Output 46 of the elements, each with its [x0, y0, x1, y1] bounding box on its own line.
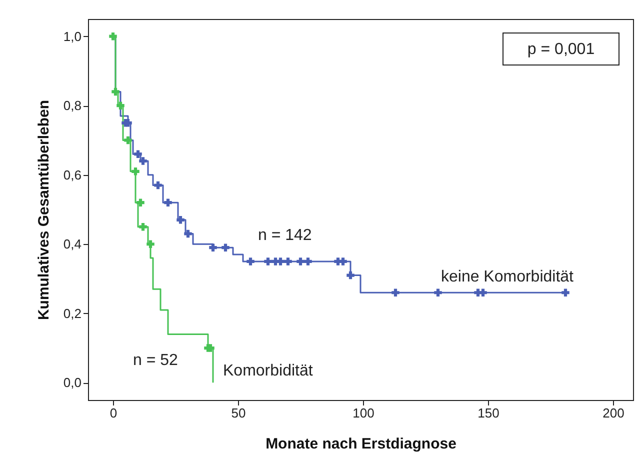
point — [246, 258, 254, 266]
point — [124, 136, 132, 144]
series-label: keine Komorbidität — [440, 268, 574, 286]
x-tick-label: 100 — [352, 406, 374, 420]
x-axis-title: Monate nach Erstdiagnose — [266, 436, 456, 452]
point — [176, 216, 184, 224]
point — [479, 288, 487, 296]
point — [139, 157, 147, 165]
point — [346, 271, 354, 280]
series-label: Komorbidität — [223, 362, 314, 380]
point — [134, 150, 142, 158]
y-tick-label: 0,8 — [63, 98, 82, 114]
annotation: n = 142 — [258, 227, 312, 244]
point — [132, 168, 140, 176]
x-tick-label: 50 — [231, 406, 246, 420]
x-tick-label: 0 — [110, 406, 118, 420]
point — [112, 88, 120, 96]
annotation: p = 0,001 — [527, 41, 595, 58]
point — [222, 244, 230, 252]
point — [284, 258, 292, 266]
point — [146, 240, 154, 248]
point — [209, 244, 217, 252]
point — [164, 198, 172, 206]
y-tick-label: 0,6 — [63, 167, 82, 182]
y-axis-title: Kumulatives Gesamtüberleben — [35, 100, 52, 320]
point — [304, 258, 312, 266]
y-tick-label: 0,0 — [63, 375, 82, 390]
annotation: n = 52 — [133, 352, 178, 369]
point — [139, 222, 147, 231]
point — [392, 288, 400, 296]
point — [562, 288, 570, 296]
point — [109, 32, 117, 40]
x-tick-label: 200 — [602, 406, 624, 420]
x-tick-label: 150 — [478, 406, 500, 420]
point — [264, 258, 272, 266]
y-tick-label: 1,0 — [63, 28, 82, 44]
y-tick-label: 0,2 — [63, 306, 82, 321]
point — [434, 288, 442, 296]
point — [276, 258, 284, 266]
y-tick-label: 0,4 — [63, 236, 82, 252]
point — [136, 198, 144, 206]
point — [184, 230, 192, 238]
point — [339, 258, 347, 266]
point — [154, 181, 162, 190]
point — [116, 102, 124, 110]
point — [296, 258, 304, 266]
